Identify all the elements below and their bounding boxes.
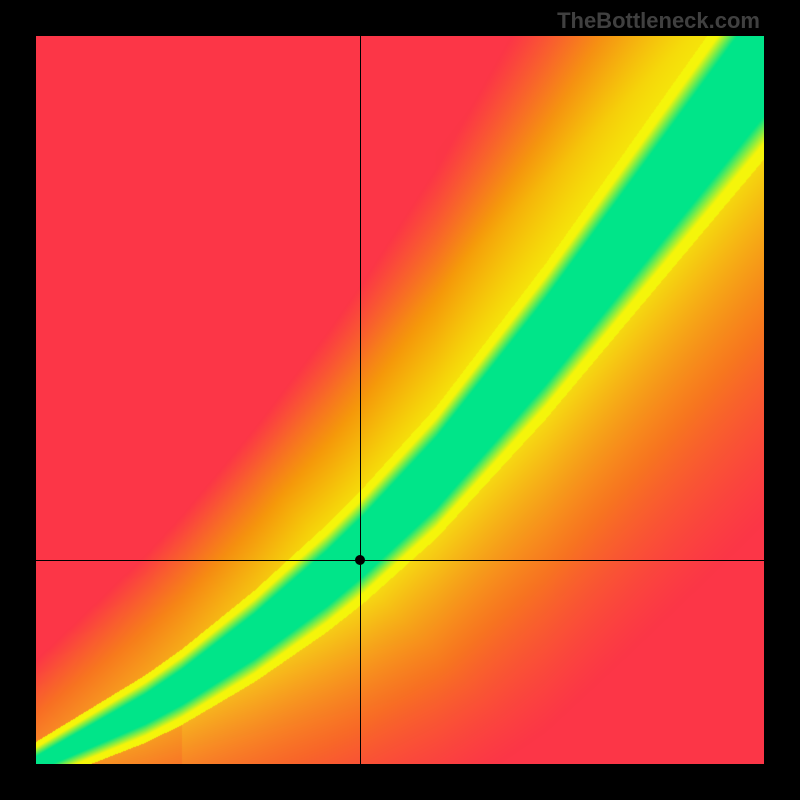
watermark-text: TheBottleneck.com [557,8,760,34]
crosshair-horizontal [36,560,764,561]
plot-area [36,36,764,764]
heatmap-canvas [36,36,764,764]
crosshair-vertical [360,36,361,764]
crosshair-marker [355,555,365,565]
